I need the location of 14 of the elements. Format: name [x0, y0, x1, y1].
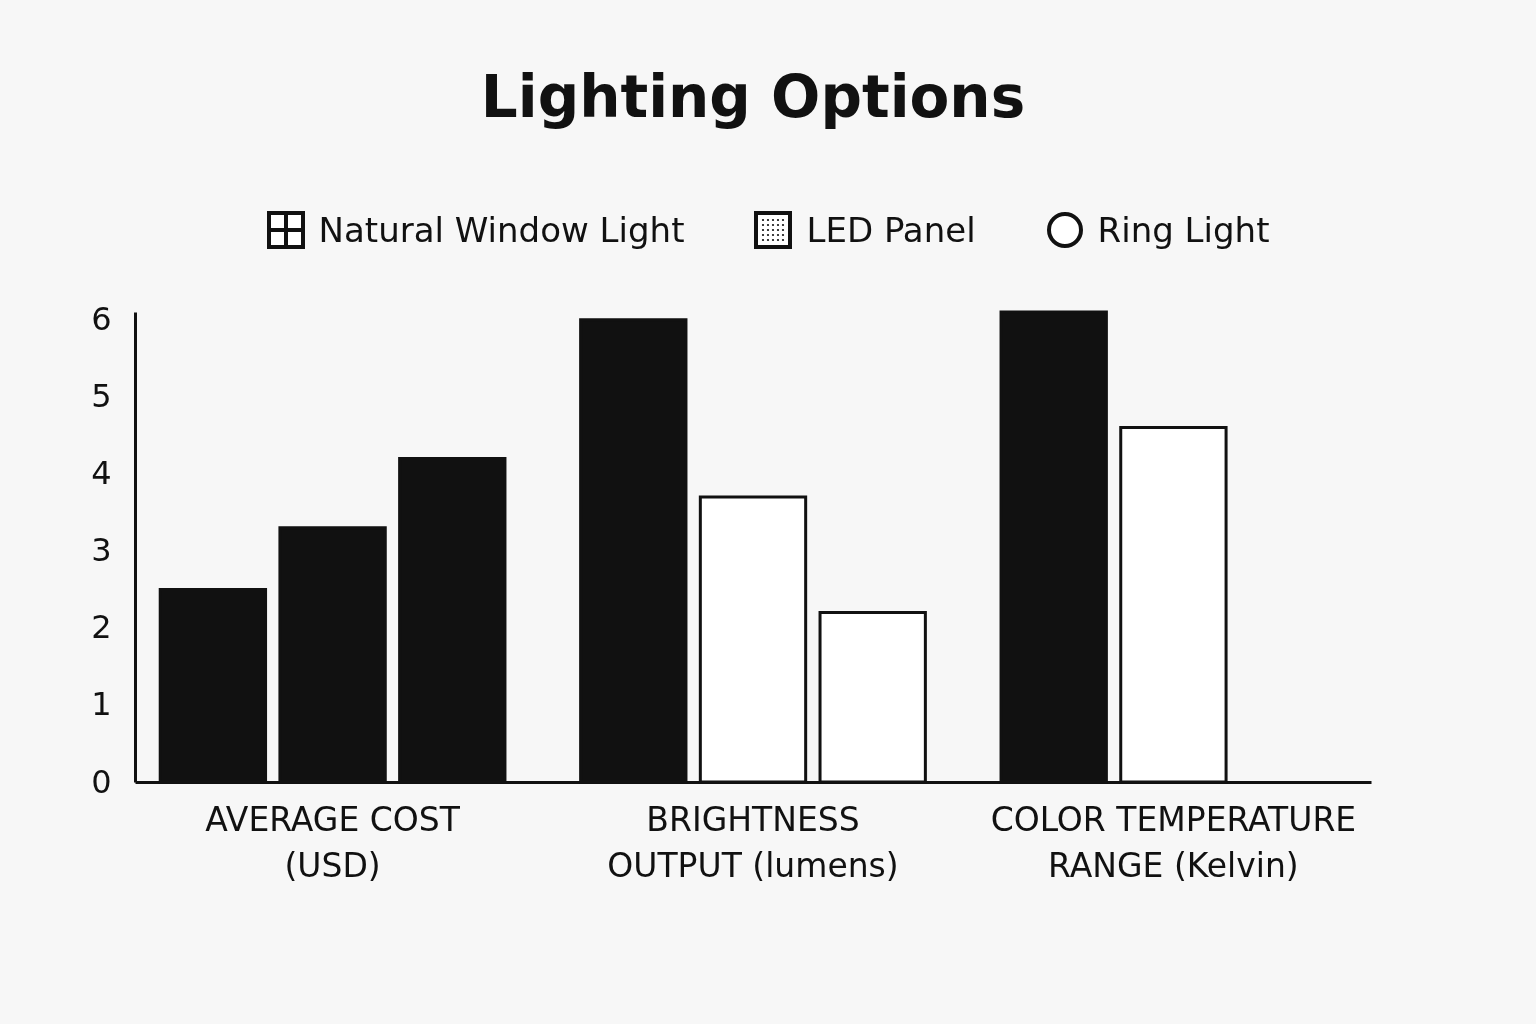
- y-tick-label: 2: [91, 608, 112, 647]
- y-tick-label: 0: [91, 762, 112, 801]
- legend-label: Ring Light: [1097, 210, 1270, 250]
- x-tick-label: AVERAGE COST (USD): [205, 799, 461, 885]
- legend-label: LED Panel: [806, 210, 976, 250]
- legend-label: Natural Window Light: [318, 210, 685, 250]
- y-tick-label: 5: [91, 377, 112, 416]
- y-tick-label: 3: [91, 531, 112, 570]
- y-tick-label: 4: [91, 454, 112, 493]
- x-tick-label: COLOR TEMPERATURE RANGE (Kelvin): [990, 799, 1357, 885]
- x-tick-label: BRIGHTNESS OUTPUT (lumens): [607, 799, 899, 885]
- chart-title: Lighting Options: [480, 62, 1026, 131]
- y-tick-label: 6: [91, 300, 112, 339]
- y-tick-label: 1: [91, 685, 112, 724]
